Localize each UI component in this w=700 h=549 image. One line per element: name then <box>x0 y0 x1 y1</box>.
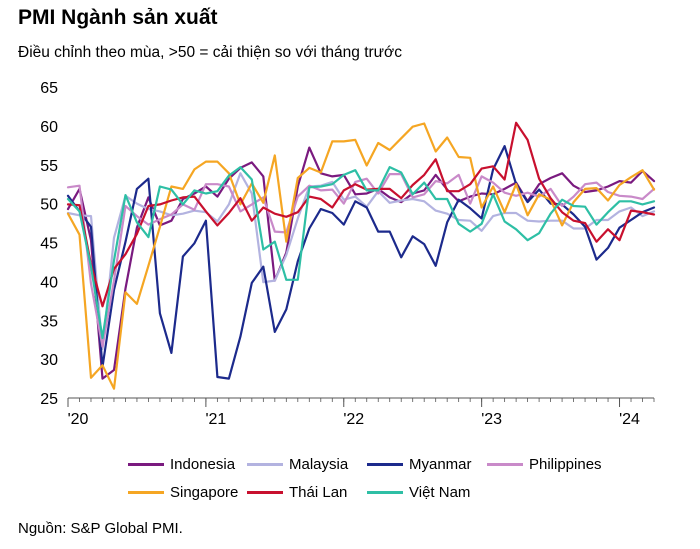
legend-label: Việt Nam <box>409 484 471 501</box>
y-tick-label: 45 <box>40 236 58 253</box>
pmi-line-chart: 25 30 35 40 45 50 55 60 65 '20 '21 '22 '23 '24 <box>40 80 656 428</box>
y-tick-label: 65 <box>40 80 58 97</box>
legend-swatch <box>367 491 403 494</box>
chart-axes: 25 30 35 40 45 50 55 60 65 '20 '21 '22 '23 '24 <box>40 80 655 428</box>
series-line-việt-nam <box>66 166 656 340</box>
x-tick-label: '24 <box>619 411 640 428</box>
chart-legend: Indonesia Malaysia Myanmar Philippines Singa… <box>0 452 700 512</box>
y-tick-label: 35 <box>40 313 58 330</box>
source-note: Nguồn: S&P Global PMI. <box>18 520 183 537</box>
legend-swatch <box>247 491 283 494</box>
legend-label: Myanmar <box>409 456 472 473</box>
chart-subtitle: Điều chỉnh theo mùa, >50 = cải thiện so … <box>18 44 402 61</box>
x-tick-label: '23 <box>481 411 502 428</box>
chart-title: PMI Ngành sản xuất <box>18 6 218 29</box>
y-tick-label: 55 <box>40 158 58 175</box>
y-tick-label: 30 <box>40 352 58 369</box>
legend-swatch <box>128 491 164 494</box>
legend-label: Singapore <box>170 484 239 501</box>
legend-label: Malaysia <box>289 456 349 473</box>
series-line-indonesia <box>66 146 656 380</box>
legend-item: Malaysia <box>247 456 348 473</box>
legend-label: Indonesia <box>170 456 236 473</box>
legend-swatch <box>247 463 283 466</box>
y-tick-label: 50 <box>40 197 58 214</box>
chart-series <box>66 121 656 390</box>
legend-item: Indonesia <box>128 456 235 473</box>
y-tick-label: 25 <box>40 391 58 408</box>
series-line-singapore <box>66 122 656 390</box>
y-tick-label: 40 <box>40 274 58 291</box>
series-line-malaysia <box>66 172 656 351</box>
x-tick-label: '21 <box>205 411 226 428</box>
x-tick-label: '22 <box>343 411 364 428</box>
legend-item: Singapore <box>128 484 238 501</box>
legend-label: Thái Lan <box>289 484 348 501</box>
y-tick-label: 60 <box>40 119 58 136</box>
legend-item: Philippines <box>487 456 602 473</box>
legend-swatch <box>128 463 164 466</box>
x-tick-label: '20 <box>68 411 89 428</box>
legend-item: Myanmar <box>367 456 472 473</box>
legend-label: Philippines <box>529 456 602 473</box>
legend-item: Thái Lan <box>247 484 347 501</box>
legend-item: Việt Nam <box>367 484 470 501</box>
legend-swatch <box>367 463 403 466</box>
legend-swatch <box>487 463 523 466</box>
